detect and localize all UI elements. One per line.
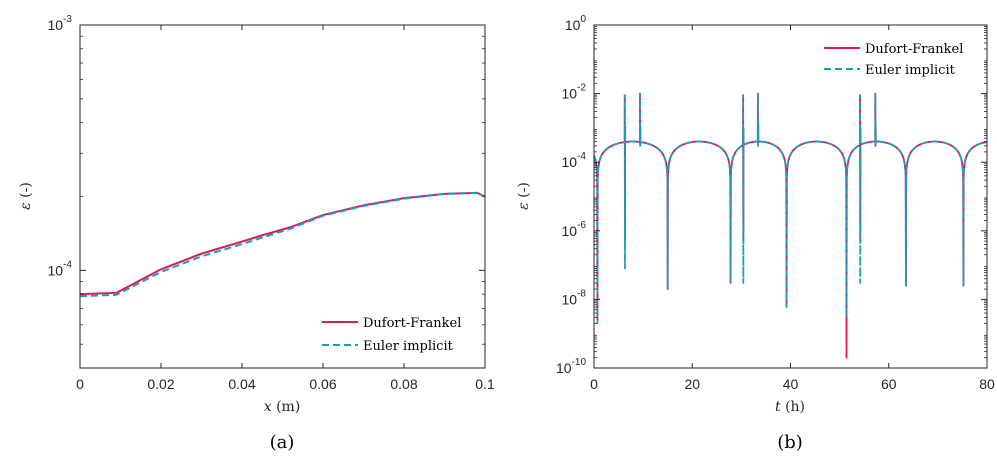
series-line-b-euler-implicit (594, 92, 987, 325)
ytick-label-b: 10-2 (562, 83, 587, 102)
series-line-a-dufort-frankel (80, 191, 485, 296)
ytick-label-b: 10-8 (562, 288, 587, 307)
legend-label-a-df: Dufort-Frankel (363, 316, 461, 331)
xlabel-unit-a: (m) (272, 399, 301, 415)
ylabel-unit-a: (-) (18, 182, 34, 202)
xtick-label-b: 60 (881, 376, 897, 392)
xlabel-var-b: t (775, 399, 781, 415)
xtick-label-a: 0.1 (475, 376, 495, 392)
xlabel-var-a: x (264, 399, 272, 415)
plot-area-b (594, 25, 987, 368)
ylabel-a: ε (-) (18, 182, 34, 210)
ylabel-var-a: ε (18, 202, 34, 210)
xtick-label-a: 0.02 (147, 376, 174, 392)
xtick-label-a: 0 (76, 376, 84, 392)
caption-a: (a) (270, 432, 295, 453)
xtick-label-a: 0.08 (390, 376, 417, 392)
xlabel-a: x (m) (264, 399, 301, 415)
series-group-b (594, 92, 987, 359)
legend-label-b-df: Dufort-Frankel (865, 42, 963, 57)
ylabel-unit-b: (-) (516, 182, 532, 202)
ytick-label-a: 10-3 (48, 14, 73, 33)
ytick-label-b: 10-4 (562, 151, 587, 170)
ticks-b: 0 20 40 60 80 10-10 10-8 10-6 10-4 10-2 100 (556, 14, 995, 392)
xtick-label-b: 20 (684, 376, 700, 392)
caption-b: (b) (777, 432, 803, 453)
ylabel-var-b: ε (516, 202, 532, 210)
panel-a: 0 0.02 0.04 0.06 0.08 0.1 10-4 10-3 x (m) ε (-)… (18, 14, 495, 453)
legend-label-b-ei: Euler implicit (865, 63, 956, 78)
ytick-label-a: 10-4 (48, 259, 73, 278)
ylabel-b: ε (-) (516, 182, 532, 210)
legend-box-b (820, 31, 980, 79)
series-line-a-euler-implicit (80, 191, 485, 298)
xtick-label-a: 0.04 (228, 376, 255, 392)
ytick-label-b: 100 (565, 14, 587, 33)
series-group-a (80, 191, 485, 298)
legend-label-a-ei: Euler implicit (363, 339, 454, 354)
legend-b: Dufort-Frankel Euler implicit (820, 31, 980, 79)
xtick-label-b: 80 (979, 376, 995, 392)
xtick-label-b: 0 (590, 376, 598, 392)
ytick-label-b: 10-10 (556, 357, 586, 376)
ticks-a: 0 0.02 0.04 0.06 0.08 0.1 10-4 10-3 (48, 14, 495, 392)
legend-a: Dufort-Frankel Euler implicit (318, 312, 478, 360)
xtick-label-a: 0.06 (309, 376, 336, 392)
ytick-label-b: 10-6 (562, 220, 587, 239)
xlabel-unit-b: (h) (781, 399, 805, 415)
legend-box-a (318, 312, 478, 360)
xtick-label-b: 40 (783, 376, 799, 392)
xlabel-b: t (h) (775, 399, 805, 415)
